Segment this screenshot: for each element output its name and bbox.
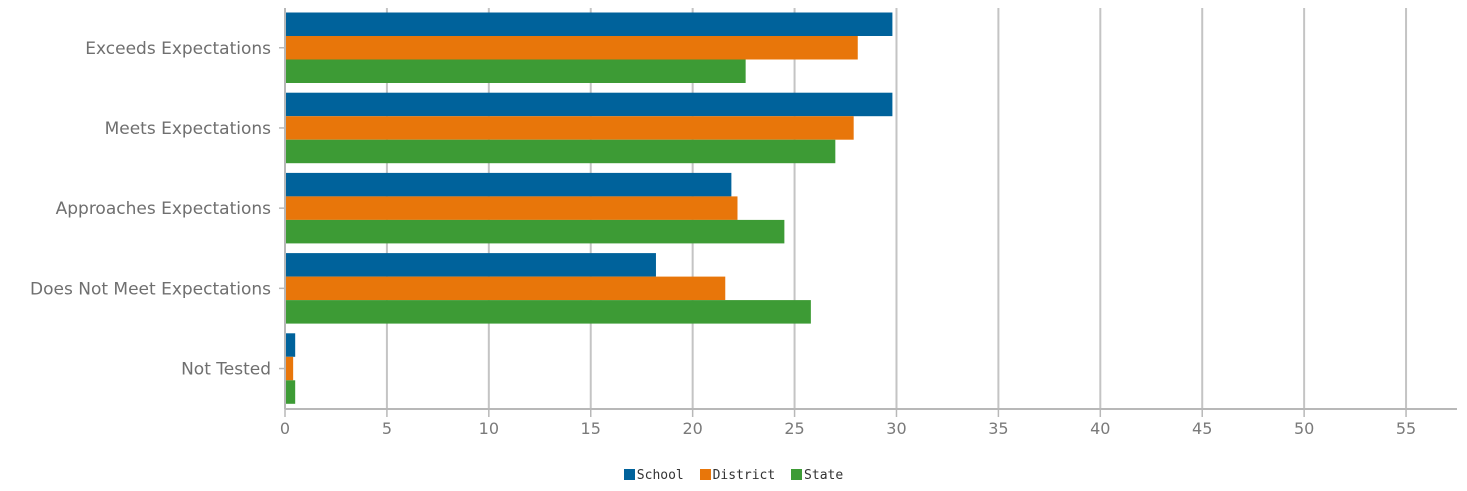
bar-district-0[interactable]: [285, 36, 858, 60]
bar-state-3[interactable]: [285, 300, 811, 324]
bar-school-0[interactable]: [285, 12, 893, 37]
x-tick-label-45: 45: [1192, 419, 1212, 438]
category-label-4: Not Tested: [181, 360, 271, 380]
category-label-0: Exceeds Expectations: [85, 39, 271, 59]
category-label-2: Approaches Expectations: [56, 199, 272, 219]
legend-item-district[interactable]: District: [699, 468, 776, 483]
bar-state-0[interactable]: [285, 59, 746, 84]
legend: School District State: [0, 468, 1467, 483]
x-tick-label-30: 30: [886, 419, 906, 438]
legend-label-school: School: [636, 468, 684, 483]
x-tick-label-15: 15: [581, 419, 601, 438]
legend-item-state[interactable]: State: [791, 468, 843, 483]
x-tick-label-55: 55: [1396, 419, 1416, 438]
bar-state-1[interactable]: [285, 139, 836, 164]
bar-school-1[interactable]: [285, 92, 893, 117]
legend-swatch-state: [791, 469, 803, 480]
bar-state-2[interactable]: [285, 219, 785, 244]
bar-district-4[interactable]: [285, 356, 294, 381]
category-labels: Exceeds Expectations Meets Expectations Ap…: [30, 39, 271, 380]
bar-district-3[interactable]: [285, 276, 726, 301]
legend-swatch-district: [699, 469, 711, 480]
bar-state-4[interactable]: [285, 380, 296, 404]
bar-school-3[interactable]: [285, 253, 656, 277]
legend-label-district: District: [712, 468, 776, 483]
bar-district-2[interactable]: [285, 196, 738, 220]
legend-swatch-school: [623, 469, 635, 480]
x-tick-label-35: 35: [988, 419, 1008, 438]
legend-label-state: State: [804, 468, 844, 483]
x-tick-label-5: 5: [382, 419, 392, 438]
category-label-3: Does Not Meet Expectations: [30, 279, 271, 299]
x-tick-label-10: 10: [479, 419, 499, 438]
category-label-1: Meets Expectations: [105, 119, 272, 139]
bar-school-4[interactable]: [285, 333, 296, 357]
x-tick-label-40: 40: [1090, 419, 1110, 438]
bar-school-2[interactable]: [285, 172, 732, 197]
bars: [285, 12, 893, 404]
x-tick-label-20: 20: [682, 419, 702, 438]
x-tick-label-25: 25: [784, 419, 804, 438]
axes: [284, 8, 1457, 410]
bar-district-1[interactable]: [285, 116, 854, 140]
tick-labels: 0 5 10 15 20 25 30 35 40 45 50 55: [280, 419, 1416, 438]
x-tick-label-0: 0: [280, 419, 290, 438]
legend-item-school[interactable]: School: [623, 468, 684, 483]
x-tick-label-50: 50: [1294, 419, 1314, 438]
